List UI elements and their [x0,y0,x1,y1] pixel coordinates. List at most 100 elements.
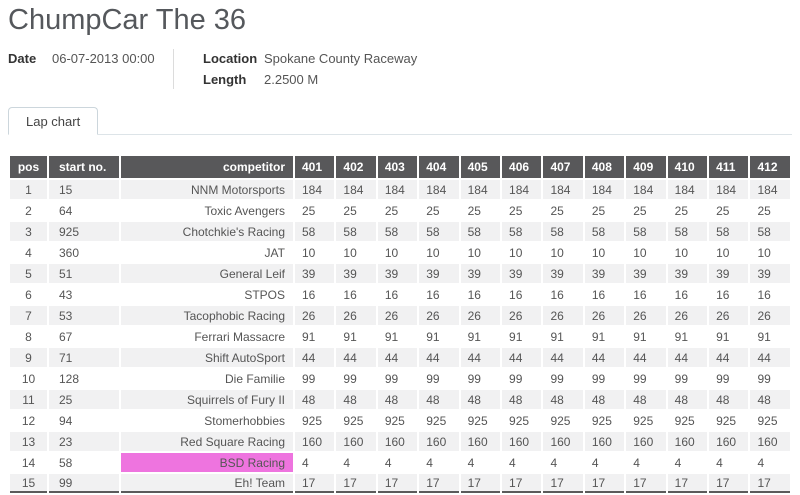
lap-cell: 17 [460,474,501,493]
lap-cell: 16 [674,287,689,302]
competitor-cell: STPOS [244,287,285,302]
lap-cell: 48 [626,390,666,409]
lap-cell: 4 [467,455,475,470]
tab-bar: Lap chart [8,107,792,135]
pos-cell: 10 [21,371,36,386]
lap-cell: 58 [543,222,583,241]
lap-cell: 16 [633,287,647,302]
column-header-lap-411: 411 [709,156,749,178]
lap-cell: 26 [543,306,583,325]
competitor-cell: Die Familie [224,371,285,386]
lap-cell: 91 [674,329,689,344]
lap-cell: 16 [384,287,399,302]
lap-cell: 184 [750,180,790,199]
column-header-lap-410: 410 [667,156,708,178]
lap-cell: 925 [757,413,778,428]
lap-cell: 99 [426,371,440,386]
lap-cell: 10 [550,245,564,260]
lap-cell: 26 [584,306,625,325]
lap-cell: 39 [336,264,376,283]
meta-divider [173,49,174,89]
tab-lap-chart[interactable]: Lap chart [8,107,99,135]
lap-cell: 184 [543,180,583,199]
lap-cell: 184 [502,180,542,199]
column-header-competitor: competitor [121,156,293,178]
lap-cell: 10 [302,245,316,260]
lap-cell: 184 [419,180,459,199]
lap-cell: 17 [419,474,459,493]
start-no-cell: 58 [59,455,73,470]
table-row: 14 58 BSD Racing 4 4 4 4 4 4 4 4 4 4 4 4 [10,453,790,472]
pos-cell: 12 [21,413,36,428]
lap-cell: 99 [591,371,606,386]
lap-cell: 26 [502,306,542,325]
lap-cell: 91 [633,329,647,344]
lap-cell: 160 [419,432,459,451]
lap-cell: 25 [426,203,440,218]
column-header-lap-409: 409 [626,156,666,178]
lap-cell: 925 [302,413,323,428]
lap-cell: 99 [716,371,730,386]
table-row: 1 15 NNM Motorsports 184 184 184 184 184 184 184 1… [10,180,790,199]
length-value: 2.2500 M [264,72,319,87]
lap-cell: 58 [750,222,790,241]
pos-cell: 8 [25,329,32,344]
lap-cell: 16 [302,287,316,302]
lap-cell: 10 [591,245,606,260]
lap-cell: 184 [460,180,501,199]
lap-cell: 10 [674,245,689,260]
competitor-cell: General Leif [121,264,293,283]
lap-cell: 58 [584,222,625,241]
table-row: 15 99 Eh! Team 17 17 17 17 17 17 17 17 17 17 17 17 [10,474,790,493]
column-header-lap-405: 405 [460,156,501,178]
competitor-cell: Ferrari Massacre [194,329,285,344]
lap-cell: 39 [460,264,501,283]
lap-cell: 925 [591,413,612,428]
lap-cell: 39 [502,264,542,283]
length-label: Length [203,72,247,87]
lap-cell: 91 [716,329,730,344]
lap-cell: 58 [419,222,459,241]
lap-cell: 48 [295,390,335,409]
lap-cell: 4 [591,455,599,470]
column-header-lap-406: 406 [502,156,542,178]
lap-cell: 26 [377,306,418,325]
lap-cell: 184 [295,180,335,199]
lap-cell: 58 [502,222,542,241]
table-row: 11 25 Squirrels of Fury II 48 48 48 48 48 48 48 48… [10,390,790,409]
lap-cell: 91 [426,329,440,344]
lap-cell: 4 [426,455,433,470]
lap-cell: 44 [377,348,418,367]
table-row: 9 71 Shift AutoSport 44 44 44 44 44 44 44 44 44 44 44… [10,348,790,367]
lap-cell: 4 [384,455,392,470]
location-label: Location [203,51,258,66]
column-header-pos: pos [10,156,47,178]
table-header-row: pos start no. competitor 401 402 403 404 405 406… [10,156,790,178]
pos-cell: 13 [10,432,47,451]
lap-chart-table: pos start no. competitor 401 402 403 404 405 406… [8,154,792,495]
competitor-cell: Tacophobic Racing [121,306,293,325]
date-value: 06-07-2013 00:00 [52,51,155,66]
lap-cell: 91 [302,329,316,344]
start-no-cell: 23 [49,432,119,451]
column-header-lap-407: 407 [543,156,583,178]
competitor-cell: Stomerhobbies [204,413,285,428]
lap-cell: 17 [377,474,418,493]
table-row: 3 925 Chotchkie's Racing 58 58 58 58 58 58 58 58 58… [10,222,790,241]
lap-cell: 4 [302,455,309,470]
lap-cell: 44 [460,348,501,367]
lap-cell: 4 [633,455,640,470]
lap-cell: 48 [709,390,749,409]
lap-cell: 25 [674,203,689,218]
lap-cell: 99 [550,371,564,386]
lap-cell: 160 [626,432,666,451]
lap-cell: 91 [591,329,606,344]
lap-cell: 16 [550,287,564,302]
lap-cell: 48 [377,390,418,409]
start-no-cell: 25 [49,390,119,409]
lap-cell: 39 [584,264,625,283]
table-row: 7 53 Tacophobic Racing 26 26 26 26 26 26 26 26 26 26… [10,306,790,325]
lap-cell: 25 [633,203,647,218]
lap-cell: 26 [419,306,459,325]
lap-cell: 184 [377,180,418,199]
